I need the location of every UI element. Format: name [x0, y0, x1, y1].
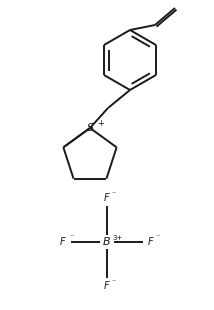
Text: F: F [104, 193, 110, 203]
Text: F: F [60, 237, 66, 247]
Text: F: F [104, 281, 110, 291]
Text: ⁻: ⁻ [155, 232, 159, 241]
Text: ⁻: ⁻ [69, 232, 73, 241]
Text: +: + [97, 118, 104, 127]
Text: B: B [103, 237, 111, 247]
Text: F: F [148, 237, 154, 247]
Text: ⁻: ⁻ [111, 277, 115, 286]
Text: ⁻: ⁻ [111, 189, 115, 198]
Text: 3+: 3+ [112, 235, 122, 241]
Text: S: S [88, 123, 95, 133]
